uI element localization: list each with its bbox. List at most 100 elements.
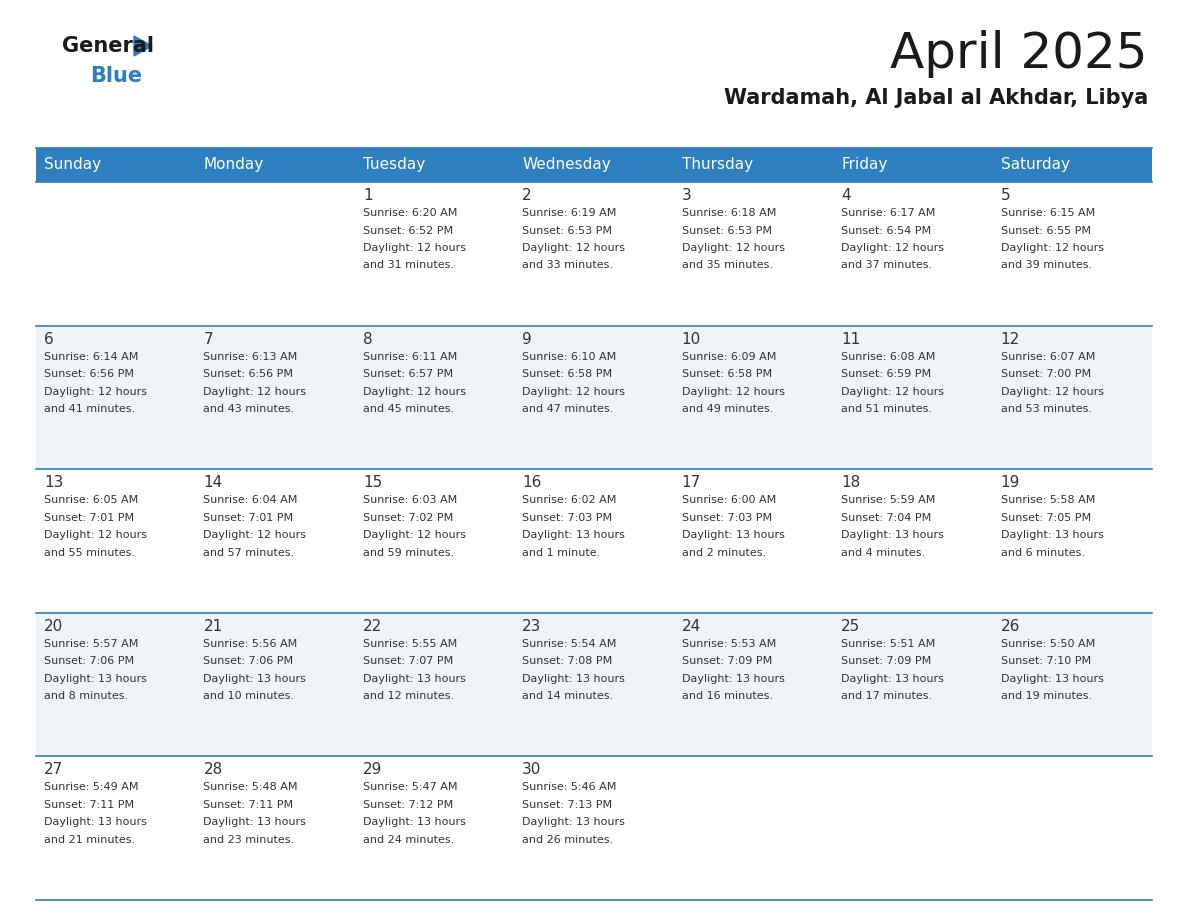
Polygon shape <box>134 36 152 56</box>
Text: Sunrise: 6:15 AM: Sunrise: 6:15 AM <box>1000 208 1095 218</box>
Text: and 31 minutes.: and 31 minutes. <box>362 261 454 271</box>
Text: Sunrise: 5:50 AM: Sunrise: 5:50 AM <box>1000 639 1095 649</box>
Text: Sunset: 6:54 PM: Sunset: 6:54 PM <box>841 226 931 236</box>
Text: Daylight: 13 hours: Daylight: 13 hours <box>523 531 625 540</box>
Text: Sunrise: 6:03 AM: Sunrise: 6:03 AM <box>362 495 457 505</box>
Text: 18: 18 <box>841 476 860 490</box>
Text: 19: 19 <box>1000 476 1020 490</box>
Text: Sunset: 7:05 PM: Sunset: 7:05 PM <box>1000 512 1091 522</box>
Text: Daylight: 13 hours: Daylight: 13 hours <box>203 817 307 827</box>
Text: 24: 24 <box>682 619 701 633</box>
Text: Sunrise: 5:59 AM: Sunrise: 5:59 AM <box>841 495 935 505</box>
Text: 12: 12 <box>1000 331 1019 347</box>
Text: 27: 27 <box>44 763 63 778</box>
Text: 22: 22 <box>362 619 383 633</box>
Text: Daylight: 13 hours: Daylight: 13 hours <box>682 531 784 540</box>
Text: Sunset: 6:58 PM: Sunset: 6:58 PM <box>682 369 772 379</box>
Text: Daylight: 12 hours: Daylight: 12 hours <box>1000 386 1104 397</box>
Text: Daylight: 13 hours: Daylight: 13 hours <box>523 817 625 827</box>
Text: Daylight: 13 hours: Daylight: 13 hours <box>362 674 466 684</box>
Text: Daylight: 13 hours: Daylight: 13 hours <box>44 674 147 684</box>
Text: Daylight: 13 hours: Daylight: 13 hours <box>1000 531 1104 540</box>
Text: Sunset: 7:09 PM: Sunset: 7:09 PM <box>841 656 931 666</box>
Text: Wardamah, Al Jabal al Akhdar, Libya: Wardamah, Al Jabal al Akhdar, Libya <box>723 88 1148 108</box>
Text: Sunset: 7:13 PM: Sunset: 7:13 PM <box>523 800 612 810</box>
Text: Daylight: 12 hours: Daylight: 12 hours <box>44 386 147 397</box>
Bar <box>674 148 833 182</box>
Text: and 23 minutes.: and 23 minutes. <box>203 834 295 845</box>
Text: Sunday: Sunday <box>44 158 101 173</box>
Text: and 12 minutes.: and 12 minutes. <box>362 691 454 701</box>
Text: Daylight: 13 hours: Daylight: 13 hours <box>523 674 625 684</box>
Text: 2: 2 <box>523 188 532 203</box>
Text: 29: 29 <box>362 763 383 778</box>
Text: Sunset: 7:09 PM: Sunset: 7:09 PM <box>682 656 772 666</box>
Text: Sunrise: 6:02 AM: Sunrise: 6:02 AM <box>523 495 617 505</box>
Text: and 59 minutes.: and 59 minutes. <box>362 548 454 558</box>
Text: 25: 25 <box>841 619 860 633</box>
Text: Sunrise: 5:58 AM: Sunrise: 5:58 AM <box>1000 495 1095 505</box>
Text: Sunset: 7:00 PM: Sunset: 7:00 PM <box>1000 369 1091 379</box>
Text: 10: 10 <box>682 331 701 347</box>
Text: 7: 7 <box>203 331 213 347</box>
Text: Sunrise: 5:57 AM: Sunrise: 5:57 AM <box>44 639 138 649</box>
Text: Sunset: 6:56 PM: Sunset: 6:56 PM <box>203 369 293 379</box>
Text: Wednesday: Wednesday <box>523 158 611 173</box>
Text: Sunrise: 6:10 AM: Sunrise: 6:10 AM <box>523 352 617 362</box>
Text: Daylight: 12 hours: Daylight: 12 hours <box>682 386 785 397</box>
Text: Sunset: 6:53 PM: Sunset: 6:53 PM <box>523 226 612 236</box>
Text: and 8 minutes.: and 8 minutes. <box>44 691 128 701</box>
Text: 5: 5 <box>1000 188 1010 203</box>
Text: Daylight: 12 hours: Daylight: 12 hours <box>44 531 147 540</box>
Text: Sunrise: 6:18 AM: Sunrise: 6:18 AM <box>682 208 776 218</box>
Text: and 51 minutes.: and 51 minutes. <box>841 404 933 414</box>
Text: Sunrise: 6:13 AM: Sunrise: 6:13 AM <box>203 352 298 362</box>
Text: 23: 23 <box>523 619 542 633</box>
Text: General: General <box>62 36 154 56</box>
Text: and 57 minutes.: and 57 minutes. <box>203 548 295 558</box>
Text: Daylight: 13 hours: Daylight: 13 hours <box>44 817 147 827</box>
Text: Sunset: 6:53 PM: Sunset: 6:53 PM <box>682 226 772 236</box>
Text: Blue: Blue <box>90 66 143 86</box>
Text: and 1 minute.: and 1 minute. <box>523 548 601 558</box>
Bar <box>196 148 355 182</box>
Text: 21: 21 <box>203 619 222 633</box>
Text: April 2025: April 2025 <box>891 30 1148 78</box>
Bar <box>36 613 1152 756</box>
Text: Daylight: 12 hours: Daylight: 12 hours <box>841 386 944 397</box>
Text: and 19 minutes.: and 19 minutes. <box>1000 691 1092 701</box>
Text: Tuesday: Tuesday <box>362 158 425 173</box>
Text: Sunrise: 5:56 AM: Sunrise: 5:56 AM <box>203 639 298 649</box>
Text: Monday: Monday <box>203 158 264 173</box>
Text: Sunset: 6:59 PM: Sunset: 6:59 PM <box>841 369 931 379</box>
Text: Sunset: 7:08 PM: Sunset: 7:08 PM <box>523 656 613 666</box>
Text: and 16 minutes.: and 16 minutes. <box>682 691 772 701</box>
Text: Sunset: 7:01 PM: Sunset: 7:01 PM <box>44 512 134 522</box>
Text: and 21 minutes.: and 21 minutes. <box>44 834 135 845</box>
Text: and 6 minutes.: and 6 minutes. <box>1000 548 1085 558</box>
Text: Sunrise: 6:00 AM: Sunrise: 6:00 AM <box>682 495 776 505</box>
Text: Sunrise: 5:47 AM: Sunrise: 5:47 AM <box>362 782 457 792</box>
Text: and 17 minutes.: and 17 minutes. <box>841 691 933 701</box>
Text: Sunset: 7:10 PM: Sunset: 7:10 PM <box>1000 656 1091 666</box>
Text: Sunset: 6:57 PM: Sunset: 6:57 PM <box>362 369 453 379</box>
Text: Sunrise: 6:08 AM: Sunrise: 6:08 AM <box>841 352 935 362</box>
Text: Sunset: 7:12 PM: Sunset: 7:12 PM <box>362 800 453 810</box>
Text: and 41 minutes.: and 41 minutes. <box>44 404 135 414</box>
Text: Sunset: 6:56 PM: Sunset: 6:56 PM <box>44 369 134 379</box>
Text: Sunset: 7:02 PM: Sunset: 7:02 PM <box>362 512 453 522</box>
Text: Daylight: 12 hours: Daylight: 12 hours <box>841 243 944 253</box>
Text: Sunset: 7:01 PM: Sunset: 7:01 PM <box>203 512 293 522</box>
Text: Sunrise: 6:19 AM: Sunrise: 6:19 AM <box>523 208 617 218</box>
Text: 1: 1 <box>362 188 373 203</box>
Text: and 43 minutes.: and 43 minutes. <box>203 404 295 414</box>
Text: Thursday: Thursday <box>682 158 753 173</box>
Text: Sunrise: 6:11 AM: Sunrise: 6:11 AM <box>362 352 457 362</box>
Text: Daylight: 13 hours: Daylight: 13 hours <box>203 674 307 684</box>
Text: Daylight: 12 hours: Daylight: 12 hours <box>523 386 625 397</box>
Bar <box>36 182 1152 326</box>
Text: Sunrise: 5:55 AM: Sunrise: 5:55 AM <box>362 639 457 649</box>
Bar <box>992 148 1152 182</box>
Text: Sunrise: 6:14 AM: Sunrise: 6:14 AM <box>44 352 138 362</box>
Text: Sunset: 7:03 PM: Sunset: 7:03 PM <box>523 512 612 522</box>
